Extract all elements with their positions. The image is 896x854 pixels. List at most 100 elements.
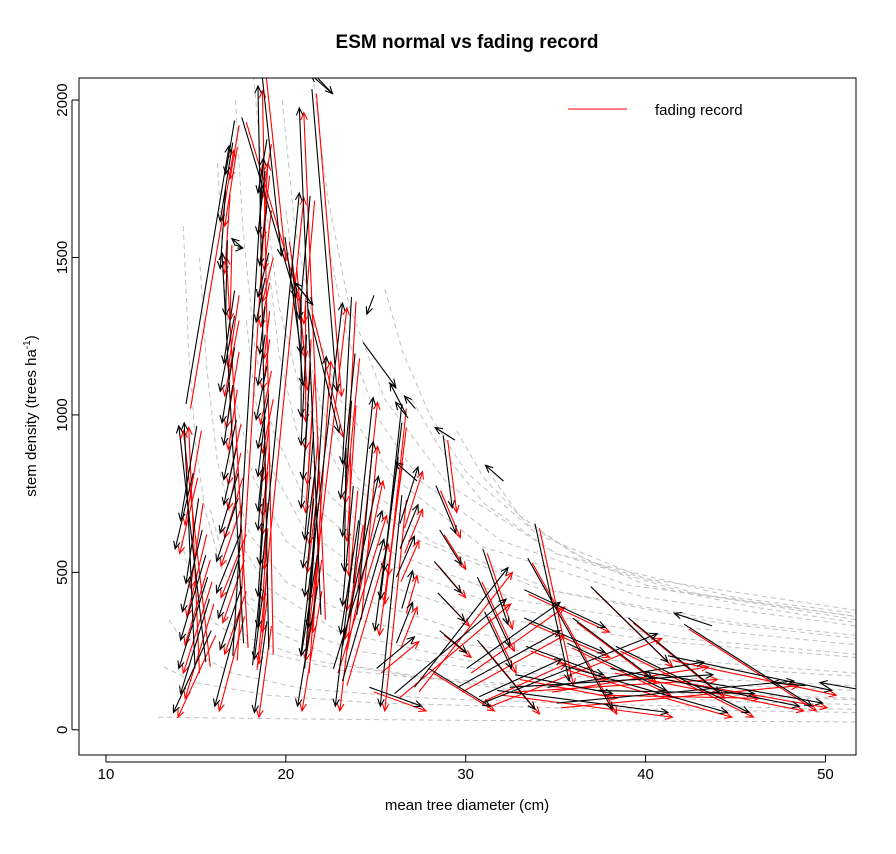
normal-arrow [254,466,264,532]
normal-arrow [818,680,856,690]
normal-arrow [294,586,318,708]
normal-arrow [251,621,268,714]
fading-arrow [184,534,208,618]
normal-arrow [362,342,397,388]
trajectory-line [181,540,856,701]
fading-arrow [614,672,806,714]
normal-arrow [476,639,536,711]
normal-arrow [372,457,399,632]
normal-arrow [403,394,416,409]
normal-arrow [439,529,462,566]
legend-label-fading: fading record [655,102,743,119]
normal-arrow [332,551,354,708]
normal-arrow [556,677,796,704]
x-tick-label: 30 [457,766,474,783]
fading-arrow [404,508,424,554]
fading-arrow [256,625,272,719]
normal-arrow [376,636,416,669]
trajectory-line [492,477,856,624]
y-tick-label: 0 [54,726,71,734]
fading-arrow [404,470,424,529]
fading-arrow [346,542,390,686]
normal-arrow [435,485,457,535]
normal-arrow [389,382,407,416]
normal-arrow [217,554,241,620]
normal-arrow [175,424,207,663]
normal-arrow [185,144,232,404]
fading-arrow [315,93,345,398]
trajectory-line [330,257,856,617]
normal-arrow [178,425,198,522]
trajectory-line [456,430,856,621]
normal-arrow [221,419,237,481]
y-tick-label: 1500 [54,241,71,274]
fading-arrow [440,490,462,539]
normal-arrow [433,426,456,441]
fading-arrow [501,694,674,721]
normal-arrow [311,88,341,393]
normal-arrow [332,509,384,669]
normal-arrow [466,601,562,669]
normal-arrow [590,586,669,664]
fading-arrow [337,514,389,674]
trajectory-line [199,257,856,687]
normal-arrow [523,589,607,629]
x-tick-label: 10 [98,766,115,783]
normal-arrow [482,548,510,626]
y-axis-label-main: stem density (trees ha [23,349,40,497]
fading-arrow [223,591,247,656]
normal-arrow [399,465,420,524]
trajectory-line [245,320,856,658]
normal-arrow [352,396,377,584]
normal-arrow [401,569,415,609]
fading-arrow [177,635,217,719]
normal-arrow [295,106,322,615]
normal-arrow-layer [172,78,856,716]
normal-arrow [179,554,207,642]
normal-arrow [628,617,722,695]
normal-arrow [667,655,834,693]
normal-arrow [221,447,237,507]
normal-arrow [509,671,715,688]
normal-arrow [219,347,236,425]
trajectory-line [411,398,856,617]
normal-arrow [394,461,418,482]
normal-arrow [395,534,416,578]
normal-arrow [365,295,375,316]
normal-arrow [484,464,504,482]
normal-arrow [173,473,194,551]
fading-arrow [376,462,404,637]
trajectory-line [312,78,856,614]
normal-arrow [212,611,241,708]
fading-arrow [443,634,473,659]
fading-arrow [514,676,719,693]
fading-arrow [183,559,211,647]
normal-arrow [484,611,513,670]
fading-arrow [566,669,734,719]
normal-arrow [394,401,409,419]
x-axis-label: mean tree diameter (cm) [385,797,549,814]
fading-arrow [373,691,428,713]
normal-arrow [399,503,419,549]
trajectory-line [158,716,856,723]
fading-arrow [470,606,566,674]
normal-arrow [180,529,203,614]
fading-arrow [380,640,420,674]
normal-arrow [341,537,386,682]
normal-arrow [218,586,243,651]
trajectory-line [267,257,856,646]
x-tick-label: 50 [817,766,834,783]
fading-arrow [308,360,335,674]
normal-arrow [337,353,356,500]
y-axis-label: stem density (trees ha-1) [22,335,40,496]
normal-arrow [221,384,234,447]
normal-arrow [218,251,245,644]
fading-arrow [302,408,314,514]
x-tick-label: 40 [637,766,654,783]
plot-frame [78,77,857,756]
fading-arrow [443,534,467,571]
chart-title: ESM normal vs fading record [336,32,599,53]
normal-arrow [255,394,270,450]
normal-arrow [377,495,403,708]
fading-arrow [336,556,359,713]
